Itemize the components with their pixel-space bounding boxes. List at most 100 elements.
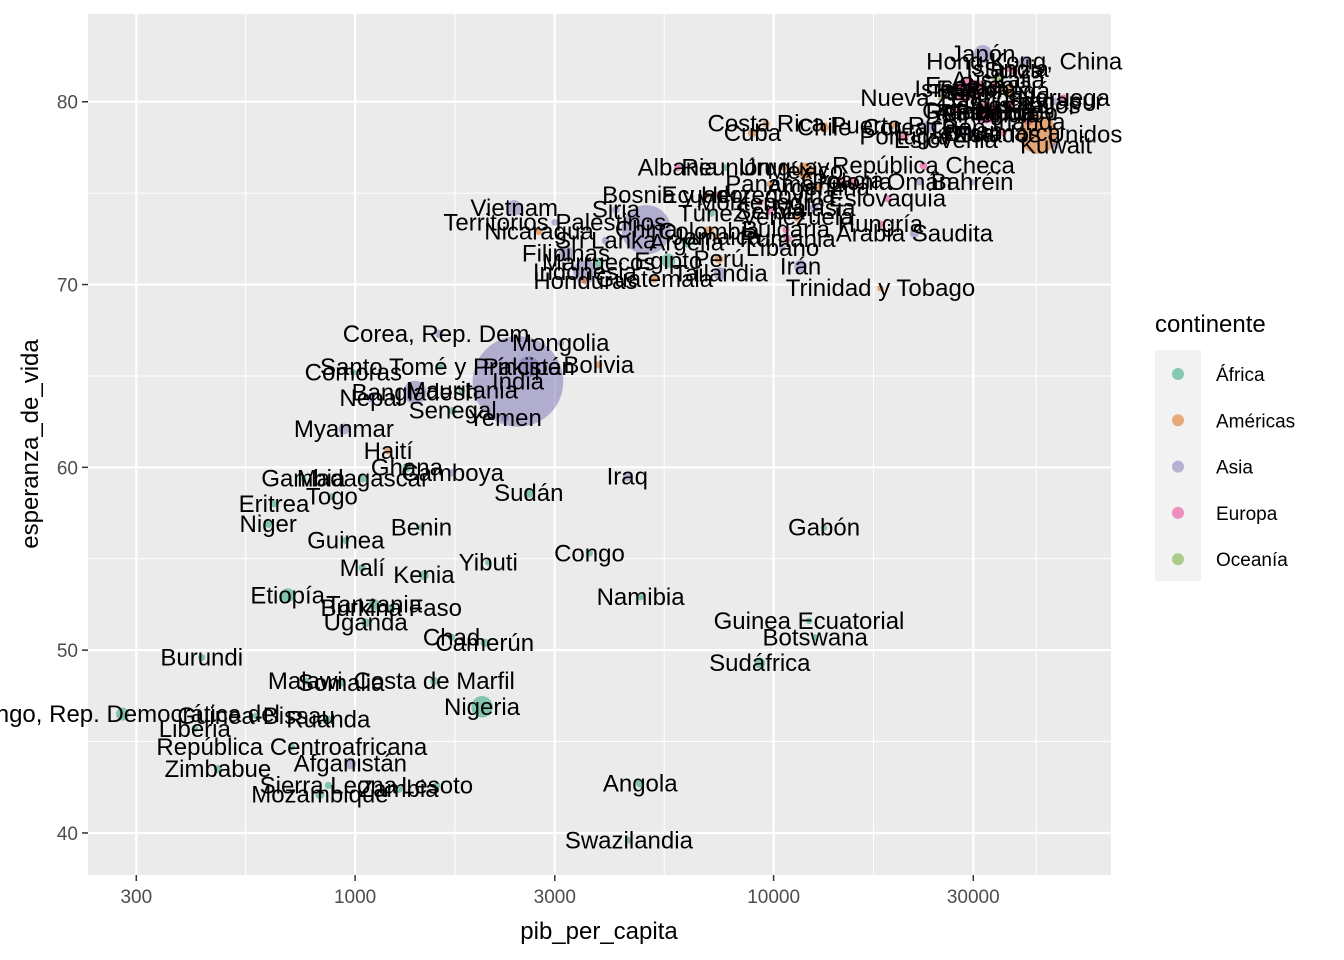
point-label: Ecuador [661, 182, 750, 209]
point-label: Siria [592, 197, 641, 224]
point-label: Tailandia [673, 261, 768, 288]
data-point [595, 361, 603, 369]
point-label: Congo, Rep. Democrática del [0, 701, 280, 728]
data-point [876, 220, 885, 228]
point-label: Bosnia y Herzegovina [602, 182, 836, 209]
data-point [437, 363, 444, 371]
data-point [191, 725, 199, 733]
data-point [447, 633, 456, 641]
point-label: Angola [603, 771, 678, 798]
data-point [899, 131, 909, 142]
legend-label: Oceanía [1216, 550, 1288, 571]
point-label: Eslovaquia [829, 186, 947, 213]
point-label: Grecia [922, 98, 993, 125]
point-label: Gabón [788, 515, 860, 542]
data-point [214, 765, 222, 773]
data-point [472, 336, 564, 427]
point-label: Suiza [984, 58, 1045, 85]
data-point [480, 638, 489, 648]
legend-key [1172, 553, 1184, 566]
data-point [358, 564, 367, 572]
point-label: Filipinas [522, 240, 610, 267]
point-label: Marruecos [542, 250, 655, 277]
data-point [344, 757, 357, 770]
point-label: Jamaica [672, 224, 762, 251]
point-label: Irlanda [992, 109, 1066, 136]
data-point [622, 471, 632, 482]
minor-gridlines [88, 14, 1111, 875]
point-label: India [492, 368, 545, 395]
point-label: Austria [970, 92, 1045, 119]
point-label: Serbia [735, 198, 805, 225]
y-axis-ticks: 40 50 60 70 80 [57, 93, 88, 845]
x-tick-label: 3000 [534, 887, 576, 908]
data-point [674, 163, 682, 172]
point-label: Singapur [1007, 89, 1103, 116]
data-point [612, 205, 620, 214]
data-point [586, 549, 593, 557]
data-point [558, 245, 574, 262]
point-label: Malawi [268, 668, 343, 695]
data-point [1060, 94, 1068, 102]
point-label: Hungría [838, 211, 924, 238]
data-point [1002, 100, 1012, 110]
point-label: Taiwán [928, 118, 1003, 145]
data-point [625, 837, 633, 844]
legend-label: Asia [1216, 458, 1253, 479]
point-label: Cuba [724, 120, 782, 147]
point-label: Myanmar [294, 416, 394, 443]
data-point [715, 191, 723, 199]
point-label: Territorios Palestinos [443, 209, 666, 236]
point-label: Costa Rica [708, 111, 826, 138]
data-point [820, 524, 828, 531]
data-point [361, 618, 371, 628]
data-point [1009, 66, 1018, 75]
legend-key [1172, 460, 1184, 473]
data-point [805, 617, 813, 625]
point-label: Egipto [634, 248, 702, 275]
data-point [809, 203, 819, 213]
data-points [115, 45, 1068, 844]
data-point [990, 80, 1001, 90]
point-label: Panamá [725, 171, 815, 198]
data-point [766, 180, 774, 188]
data-point [198, 653, 206, 662]
data-point [252, 712, 260, 720]
point-label: Líbano [746, 235, 819, 262]
point-label: Zimbabue [165, 756, 272, 783]
data-point [501, 414, 509, 422]
point-label: Santo Tomé y Príncipe [320, 354, 561, 381]
point-label: Mauritania [406, 378, 519, 405]
point-label: Rumania [740, 226, 837, 253]
legend-label: Américas [1216, 411, 1295, 432]
data-point [435, 329, 444, 339]
data-point [270, 500, 278, 508]
data-point [368, 599, 380, 610]
point-label: Perú [694, 246, 745, 273]
point-label: Vietnam [470, 195, 558, 222]
data-point [839, 176, 846, 184]
data-point [819, 122, 830, 133]
point-label: Kenia [393, 562, 455, 589]
point-label: Ghana [371, 454, 444, 481]
legend-title: continente [1155, 311, 1266, 338]
point-label: Camerún [435, 630, 534, 657]
data-point [448, 406, 457, 415]
data-point [915, 178, 923, 186]
data-point [557, 339, 565, 347]
point-label: Malasia [773, 195, 856, 222]
point-label: Sudáfrica [709, 650, 811, 677]
point-label: México [767, 158, 843, 185]
point-label: Israel [914, 76, 973, 103]
y-axis-title: esperanza_de_vida [17, 339, 44, 549]
point-label: Canadá [966, 78, 1051, 105]
point-label: Mongolia [512, 330, 610, 357]
data-point [637, 593, 644, 601]
point-label: Montenegro [696, 189, 824, 216]
point-label: Yibuti [459, 549, 518, 576]
point-label: Países Bajos [940, 92, 1080, 119]
data-point [921, 121, 934, 134]
point-label: Tanzania [326, 591, 423, 618]
